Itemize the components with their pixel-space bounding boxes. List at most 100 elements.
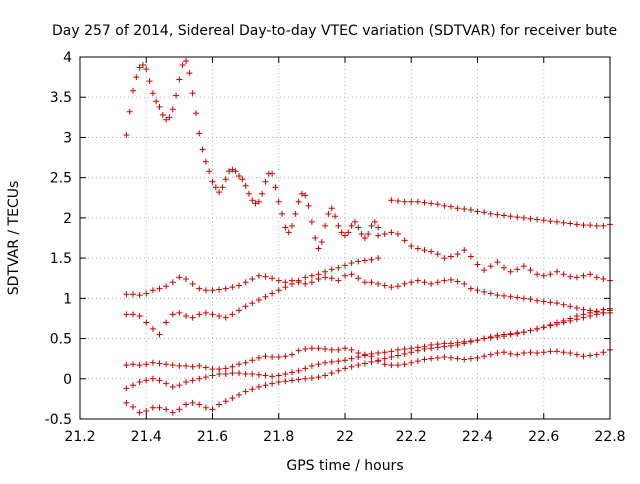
data-point — [507, 350, 514, 357]
data-point — [130, 382, 136, 389]
data-point — [580, 314, 587, 321]
data-point — [199, 146, 206, 153]
data-point — [554, 218, 560, 225]
data-point — [282, 284, 289, 291]
data-point — [169, 409, 176, 416]
data-point — [381, 355, 388, 362]
data-point — [149, 375, 156, 382]
data-point — [414, 198, 421, 205]
data-point — [123, 311, 130, 318]
data-point — [361, 235, 368, 241]
data-point — [295, 347, 302, 354]
data-point — [554, 348, 560, 355]
data-point — [249, 357, 256, 364]
data-point — [249, 300, 256, 307]
data-point — [554, 321, 560, 328]
data-point — [593, 311, 600, 318]
data-point — [328, 205, 335, 212]
data-point — [219, 184, 226, 191]
data-point — [448, 342, 454, 349]
data-point — [255, 272, 262, 279]
data-point — [345, 229, 352, 236]
data-point — [381, 282, 388, 289]
data-point — [143, 319, 150, 326]
data-point — [448, 276, 454, 283]
data-point — [534, 271, 541, 278]
data-point — [156, 377, 163, 384]
data-point — [236, 282, 242, 289]
data-point — [259, 190, 266, 197]
data-point — [573, 351, 580, 358]
data-point — [136, 64, 143, 71]
x-tick-label: 22 — [336, 429, 354, 445]
data-point — [183, 313, 189, 320]
data-point — [540, 298, 547, 305]
data-point — [302, 375, 309, 382]
data-point — [202, 309, 209, 316]
data-point — [189, 363, 196, 370]
data-point — [368, 358, 375, 365]
data-point — [371, 218, 378, 225]
data-point — [547, 322, 554, 329]
data-point — [514, 214, 521, 221]
data-point — [342, 262, 348, 269]
data-point — [308, 345, 315, 352]
data-point — [236, 173, 242, 180]
data-point — [514, 266, 521, 273]
y-tick-label: 3.5 — [50, 90, 72, 106]
data-point — [593, 274, 600, 281]
data-point — [242, 303, 249, 310]
data-point — [183, 378, 189, 385]
data-point — [434, 201, 441, 208]
data-point — [322, 372, 329, 379]
chart-title: Day 257 of 2014, Sidereal Day-to-day VTE… — [52, 23, 617, 39]
data-point — [368, 350, 375, 357]
data-point — [239, 176, 246, 183]
series-satellite-c — [123, 255, 382, 338]
data-point — [514, 329, 521, 336]
data-point — [395, 346, 401, 353]
data-point — [289, 351, 295, 358]
data-point — [342, 357, 348, 364]
data-point — [540, 324, 547, 331]
data-point — [560, 349, 567, 356]
data-point — [600, 222, 607, 229]
data-point — [279, 210, 286, 217]
data-point — [401, 350, 408, 357]
y-axis-title: SDTVAR / TECUs — [6, 181, 22, 296]
data-point — [149, 325, 156, 332]
data-point — [348, 259, 355, 266]
data-point — [206, 168, 213, 175]
x-tick-label: 21.2 — [64, 429, 95, 445]
data-point — [212, 184, 219, 191]
data-point — [388, 348, 395, 355]
data-point — [335, 346, 342, 353]
data-point — [216, 189, 223, 196]
data-point — [209, 372, 216, 379]
data-point — [149, 90, 156, 97]
data-point — [192, 110, 199, 117]
data-point — [156, 103, 163, 110]
data-point — [143, 377, 150, 384]
data-point — [202, 287, 209, 294]
data-point — [222, 370, 229, 377]
data-point — [156, 331, 163, 338]
data-point — [295, 376, 302, 383]
data-point — [342, 272, 348, 279]
data-point — [501, 264, 507, 271]
data-point — [322, 268, 329, 275]
data-point — [461, 356, 468, 363]
data-point — [209, 178, 216, 185]
data-point — [421, 356, 428, 363]
data-point — [361, 352, 368, 359]
data-point — [123, 132, 130, 139]
data-point — [196, 130, 203, 137]
data-point — [285, 229, 292, 236]
data-point — [196, 362, 203, 369]
data-point — [355, 362, 362, 369]
data-point — [143, 407, 150, 414]
data-point — [249, 276, 256, 283]
data-point — [593, 351, 600, 358]
data-point — [520, 214, 527, 221]
